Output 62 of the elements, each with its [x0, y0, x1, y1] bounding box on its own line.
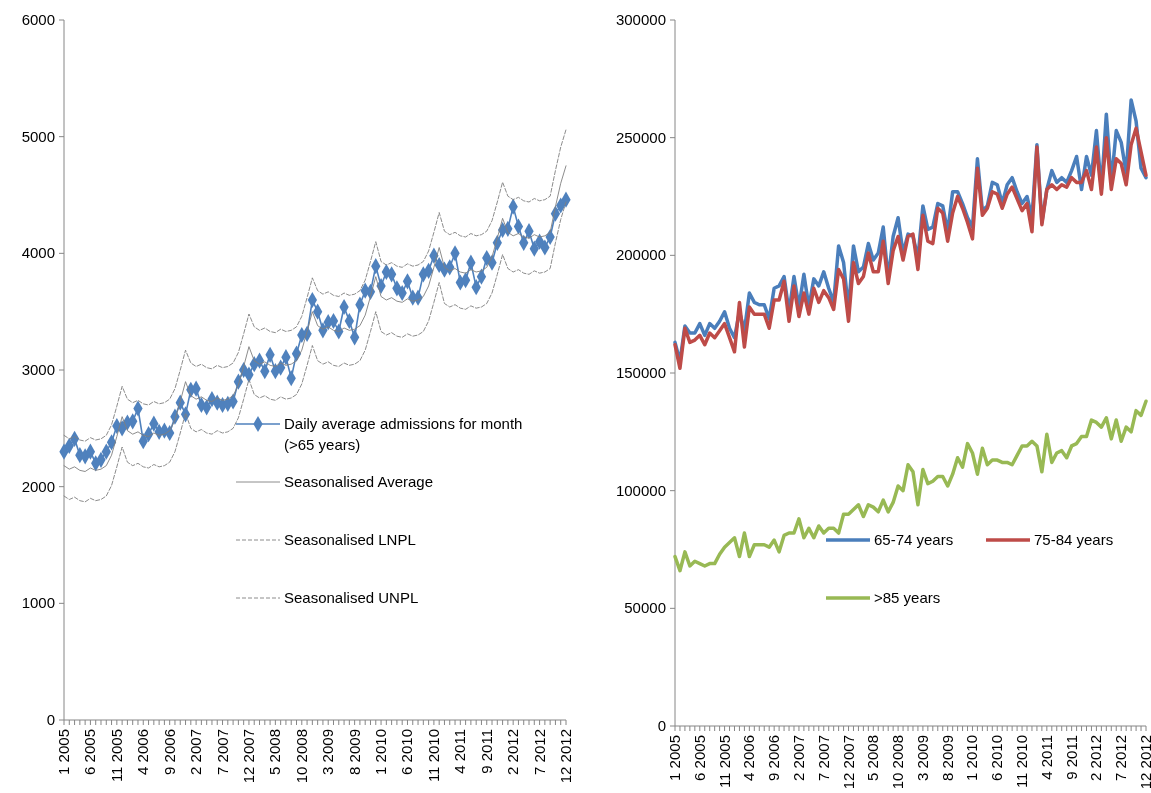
x-tick-label: 1 2005 — [666, 735, 683, 781]
y-tick-label: 300000 — [615, 11, 666, 28]
legend-label: Seasonalised UNPL — [284, 589, 419, 606]
x-tick-label: 4 2006 — [134, 729, 152, 775]
x-tick-label: 12 2007 — [839, 735, 857, 790]
y-tick-label: 150000 — [615, 364, 666, 381]
x-tick-label: 4 2011 — [451, 729, 469, 774]
legend-label: Seasonalised LNPL — [284, 531, 416, 548]
x-tick-label: 12 2012 — [557, 729, 574, 784]
legend-label: >85 years — [874, 589, 941, 606]
x-tick-label: 11 2010 — [424, 729, 442, 783]
x-tick-label: 10 2008 — [889, 735, 907, 790]
y-tick-label: 0 — [657, 717, 666, 734]
x-tick-label: 5 2008 — [266, 729, 284, 775]
legend-label: Seasonalised Average — [284, 473, 434, 490]
y-tick-label: 3000 — [21, 361, 55, 378]
line-series — [673, 399, 1148, 573]
x-tick-label: 1 2010 — [372, 729, 390, 775]
x-tick-label: 12 2012 — [1137, 735, 1151, 790]
x-tick-label: 6 2010 — [988, 735, 1006, 781]
x-tick-label: 7 2007 — [213, 729, 231, 775]
x-tick-label: 7 2007 — [814, 735, 832, 781]
x-tick-label: 6 2005 — [690, 735, 708, 781]
x-tick-label: 9 2006 — [160, 729, 178, 775]
x-tick-label: 9 2006 — [765, 735, 783, 781]
x-tick-label: 8 2009 — [345, 729, 363, 775]
y-tick-label: 2000 — [21, 477, 55, 495]
x-tick-label: 1 2005 — [55, 729, 72, 775]
x-tick-label: 11 2010 — [1013, 735, 1031, 789]
x-tick-label: 4 2006 — [740, 735, 758, 781]
x-tick-label: 2 2012 — [504, 729, 522, 775]
y-tick-label: 250000 — [615, 128, 666, 146]
y-tick-label: 5000 — [21, 127, 55, 145]
x-tick-label: 1 2010 — [963, 735, 981, 781]
x-tick-label: 7 2012 — [1112, 735, 1130, 781]
y-tick-label: 200000 — [615, 246, 666, 264]
y-tick-label: 1000 — [21, 594, 55, 612]
x-tick-label: 7 2012 — [530, 729, 548, 775]
x-tick-label: 10 2008 — [292, 729, 310, 784]
x-tick-label: 2 2007 — [789, 735, 807, 781]
x-tick-label: 9 2011 — [1062, 735, 1080, 780]
y-tick-label: 0 — [46, 711, 55, 728]
x-tick-label: 3 2009 — [913, 735, 931, 781]
x-tick-label: 3 2009 — [319, 729, 337, 775]
x-tick-label: 9 2011 — [477, 729, 495, 774]
y-tick-label: 4000 — [21, 244, 55, 262]
x-tick-label: 6 2005 — [81, 729, 99, 775]
y-tick-label: 100000 — [615, 481, 666, 499]
x-tick-label: 11 2005 — [715, 735, 733, 789]
x-tick-label: 2 2007 — [187, 729, 205, 775]
y-tick-label: 6000 — [21, 11, 55, 28]
x-tick-label: 6 2010 — [398, 729, 416, 775]
x-tick-label: 11 2005 — [107, 729, 125, 783]
legend-label: 65-74 years — [874, 531, 954, 548]
x-tick-label: 12 2007 — [239, 729, 257, 784]
legend-label: 75-84 years — [1034, 531, 1114, 548]
legend-label: Daily average admissions for month (>65 years) — [284, 415, 523, 453]
x-tick-label: 8 2009 — [938, 735, 956, 781]
x-tick-label: 2 2012 — [1087, 735, 1105, 781]
x-tick-label: 4 2011 — [1037, 735, 1055, 780]
y-tick-label: 50000 — [624, 599, 666, 617]
x-tick-label: 5 2008 — [864, 735, 882, 781]
